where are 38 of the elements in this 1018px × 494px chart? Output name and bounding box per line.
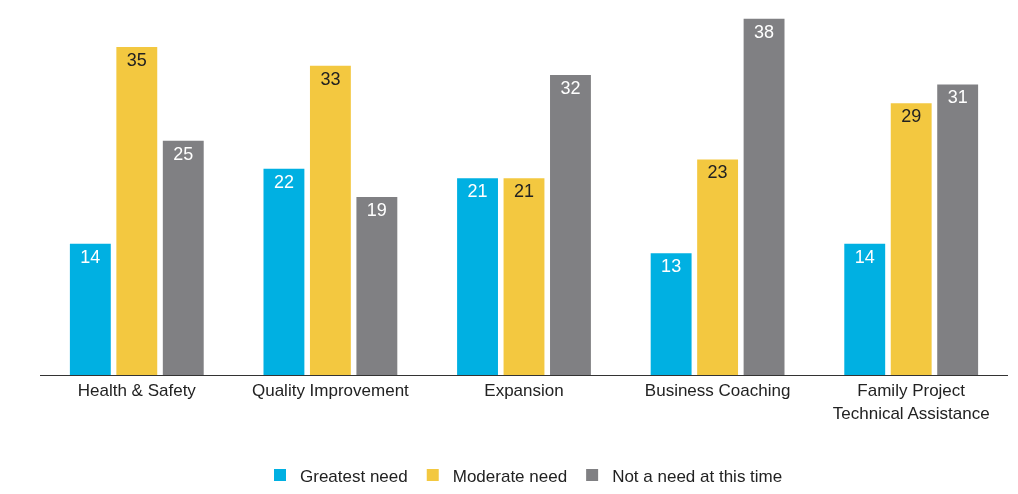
data-label: 33 [320,68,341,89]
bar [844,243,886,375]
data-label: 35 [126,49,147,70]
data-label: 14 [854,246,875,267]
data-label: 29 [901,106,922,127]
data-label: 31 [947,87,968,108]
bar [650,253,692,375]
legend-label: Moderate need [452,466,568,486]
data-label: 25 [173,143,194,164]
bar [309,65,351,375]
bar [550,75,591,375]
bar [937,84,979,375]
bar [697,159,739,375]
x-tick-label: Expansion [484,381,564,401]
legend-label: Not a need at this time [612,466,783,486]
x-tick-label: Health & Safety [77,381,197,401]
bar [743,18,785,375]
data-label: 32 [560,78,581,98]
data-label: 19 [366,199,387,220]
bar [356,196,398,375]
bar [503,178,545,375]
data-label: 21 [513,181,535,202]
x-tick-label: Business Coaching [644,381,791,401]
data-label: 21 [467,181,488,202]
data-label: 13 [661,256,682,277]
bar [890,103,932,375]
legend-label: Greatest need [300,466,408,486]
data-label: 38 [754,21,775,42]
x-tick-label: Quality Improvement [251,381,410,401]
data-label: 23 [707,162,728,183]
data-label: 14 [80,246,101,267]
bar [457,178,498,375]
bar [69,243,111,375]
x-tick-label: Family Project Technical Assistance [832,381,990,423]
data-label: 22 [273,171,294,192]
bar [263,168,305,375]
bar [116,46,158,375]
bar [162,140,204,375]
